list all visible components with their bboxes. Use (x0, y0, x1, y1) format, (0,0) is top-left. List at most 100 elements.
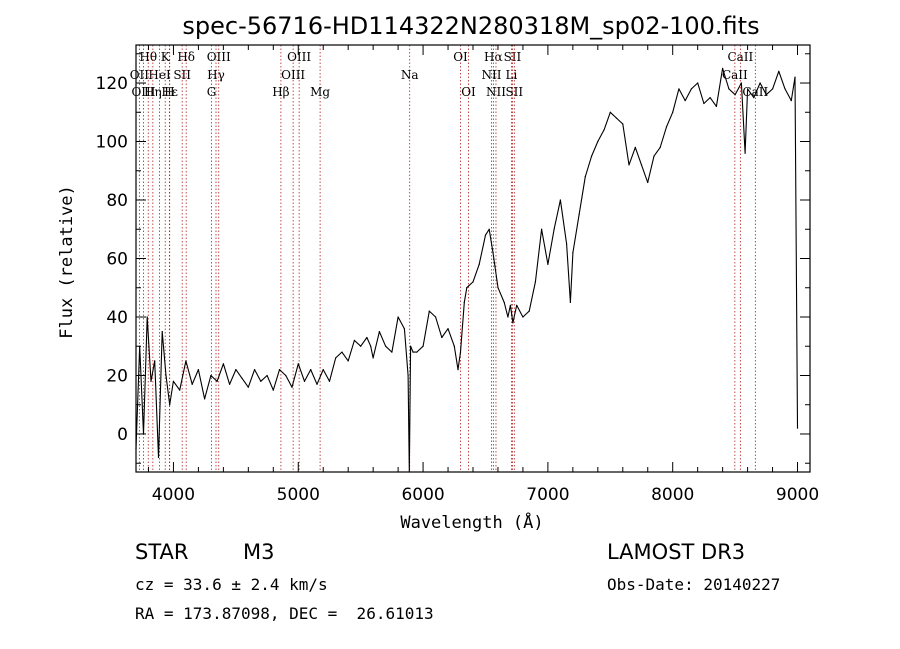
coordinates-text: RA = 173.87098, DEC = 26.61013 (135, 604, 434, 623)
x-tick-label: 6000 (401, 485, 444, 505)
data-point (191, 383, 193, 385)
data-point (609, 111, 611, 113)
plot-frame (135, 44, 811, 473)
x-tick-label: 5000 (277, 485, 320, 505)
data-point (235, 369, 237, 371)
data-point (310, 369, 312, 371)
y-tick-label: 100 (96, 133, 128, 153)
data-point (297, 363, 299, 365)
data-point (372, 357, 374, 359)
data-point (165, 374, 167, 377)
data-point (665, 126, 668, 128)
data-point (522, 316, 524, 318)
data-point (366, 336, 368, 339)
data-point (528, 310, 530, 312)
line-marker-label: Hα (484, 50, 503, 64)
y-tick-label: 120 (96, 74, 128, 94)
data-point (210, 374, 212, 377)
data-point (172, 380, 175, 382)
y-tick-label: 60 (106, 250, 128, 270)
data-point (385, 345, 387, 347)
data-point (615, 117, 618, 119)
data-point (459, 351, 462, 353)
data-point (672, 111, 674, 113)
data-point (697, 82, 699, 84)
spectral-subclass: M3 (243, 540, 275, 564)
data-point (247, 386, 249, 388)
data-point (453, 345, 455, 347)
data-point (684, 99, 686, 102)
data-point (759, 82, 761, 84)
data-point (341, 351, 343, 353)
data-point (472, 281, 474, 283)
line-marker-label: CaII (742, 85, 768, 99)
data-point (391, 351, 393, 353)
y-tick-label: 0 (117, 425, 128, 445)
data-point (347, 360, 349, 362)
data-point (216, 380, 218, 382)
x-axis-label: Wavelength (Å) (400, 511, 543, 533)
obs-date-text: Obs-Date: 20140227 (607, 575, 781, 594)
data-point (703, 102, 705, 105)
line-marker-label: H (164, 85, 174, 99)
data-point (157, 456, 160, 458)
data-point (328, 380, 331, 382)
data-point (584, 176, 586, 178)
line-marker-label: CaII (727, 50, 753, 64)
line-marker-label: OIII (131, 85, 155, 99)
line-marker-label: Mg (310, 85, 330, 99)
data-point (784, 88, 786, 90)
line-marker-label: Hθ (139, 50, 157, 64)
data-point (441, 336, 443, 339)
data-point (740, 82, 742, 84)
data-point (541, 228, 543, 230)
data-point (434, 316, 437, 318)
x-tick-label: 4000 (152, 485, 195, 505)
line-marker-label: G (207, 85, 217, 99)
line-marker-label: Hη (144, 85, 162, 99)
data-point (603, 129, 605, 131)
data-point (353, 339, 356, 341)
x-tick-label: 9000 (776, 485, 819, 505)
data-point (161, 331, 163, 333)
line-marker-label: K (161, 50, 171, 64)
line-marker-label: Hδ (177, 50, 195, 64)
data-point (497, 287, 499, 289)
line-marker-label: NII (486, 85, 506, 99)
data-point (722, 67, 724, 69)
survey-name: LAMOST DR3 (607, 540, 746, 564)
data-point (778, 70, 780, 72)
data-point (566, 243, 568, 245)
data-point (179, 389, 181, 391)
axis-ticks: 4000 5000 6000 7000 8000 9000 0 20 40 60 80 100 120 (96, 45, 819, 505)
data-point (653, 155, 655, 157)
data-point (457, 369, 459, 371)
data-point (734, 94, 736, 96)
data-point (507, 316, 509, 318)
data-point (709, 97, 711, 99)
data-point (266, 374, 268, 377)
line-marker-label: OI (453, 50, 468, 64)
object-class: STAR (135, 540, 189, 564)
data-point (204, 398, 206, 400)
data-point (569, 301, 571, 303)
data-point (678, 88, 680, 90)
data-point (628, 164, 630, 166)
data-point (572, 252, 574, 254)
data-point (796, 427, 799, 429)
line-marker-label: Hβ (272, 85, 289, 99)
data-point (492, 252, 494, 254)
data-point (590, 155, 593, 157)
data-point (715, 105, 717, 108)
x-tick-label: 8000 (651, 485, 694, 505)
data-point (241, 377, 243, 380)
data-point (478, 263, 480, 265)
data-point (403, 328, 405, 330)
data-point (407, 374, 409, 377)
data-point (659, 146, 661, 148)
line-marker-label: Li (506, 68, 518, 82)
data-point (428, 310, 430, 312)
data-point (597, 140, 599, 143)
data-point (154, 360, 156, 362)
line-marker-label: SII (504, 50, 522, 64)
